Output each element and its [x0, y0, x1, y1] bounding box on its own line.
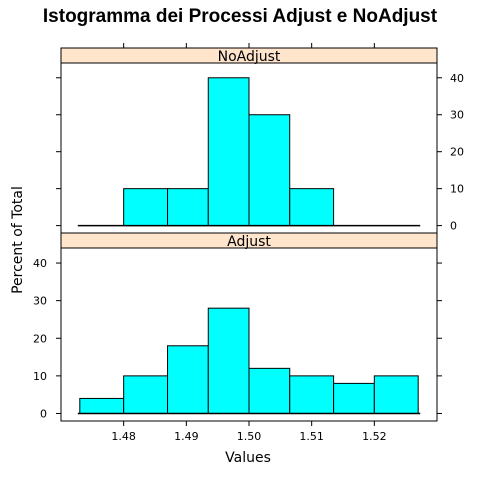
bar-adjust-2 [167, 345, 209, 414]
bar-adjust-5 [289, 375, 335, 414]
bar-adjust-3 [207, 307, 250, 414]
y-tick-label-adjust-2: 20 [33, 332, 47, 345]
y-tick-label-adjust-4: 40 [33, 257, 47, 270]
bar-noadjust-5 [289, 188, 335, 227]
bar-adjust-1 [123, 375, 169, 414]
x-tick-label-4: 1.52 [362, 430, 387, 443]
y-tick-label-noadjust-4: 40 [450, 72, 464, 85]
x-tick-label-3: 1.51 [299, 430, 324, 443]
x-tick-label-1: 1.49 [174, 430, 199, 443]
bar-noadjust-3 [207, 77, 250, 227]
bar-noadjust-2 [167, 188, 209, 227]
strip-label-noadjust: NoAdjust [218, 49, 281, 65]
bar-noadjust-4 [248, 114, 291, 227]
y-tick-label-adjust-0: 0 [40, 407, 47, 420]
y-tick-label-noadjust-1: 10 [450, 183, 464, 196]
bar-adjust-6 [333, 382, 375, 414]
y-tick-label-noadjust-3: 30 [450, 109, 464, 122]
x-axis-label: Values [225, 450, 271, 466]
y-tick-label-noadjust-0: 0 [450, 220, 457, 233]
panels-group: NoAdjust 0 10 20 30 40 Adjust 0 10 20 30 40 1.48 1.49… [33, 43, 464, 443]
bar-noadjust-1 [123, 188, 169, 227]
y-tick-label-adjust-1: 10 [33, 370, 47, 383]
bar-adjust-7 [373, 375, 419, 414]
chart-title: Istogramma dei Processi Adjust e NoAdjus… [43, 6, 438, 27]
x-tick-label-0: 1.48 [111, 430, 136, 443]
y-tick-label-adjust-3: 30 [33, 295, 47, 308]
bar-adjust-0 [79, 397, 125, 414]
y-axis-label: Percent of Total [10, 186, 26, 294]
strip-label-adjust: Adjust [227, 234, 271, 250]
x-tick-label-2: 1.50 [237, 430, 262, 443]
y-tick-label-noadjust-2: 20 [450, 146, 464, 159]
bar-adjust-4 [248, 367, 291, 414]
